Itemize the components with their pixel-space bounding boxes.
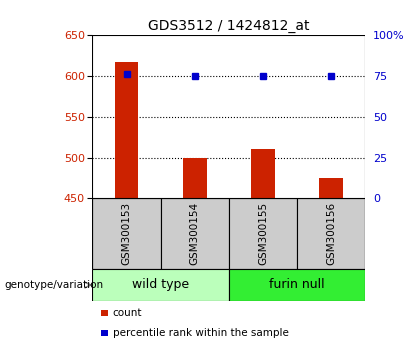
Text: GSM300153: GSM300153: [121, 202, 131, 265]
Text: wild type: wild type: [132, 279, 189, 291]
Text: genotype/variation: genotype/variation: [4, 280, 103, 290]
Bar: [161, 198, 229, 269]
Bar: [92, 198, 161, 269]
Title: GDS3512 / 1424812_at: GDS3512 / 1424812_at: [148, 19, 310, 33]
Text: GSM300155: GSM300155: [258, 202, 268, 265]
Bar: [319, 178, 343, 198]
Text: count: count: [113, 308, 142, 318]
Bar: [183, 158, 207, 198]
Text: furin null: furin null: [269, 279, 325, 291]
Bar: [92, 269, 229, 301]
Text: GSM300154: GSM300154: [190, 202, 200, 265]
Text: GSM300156: GSM300156: [326, 202, 336, 265]
Bar: [229, 198, 297, 269]
Bar: [297, 198, 365, 269]
Bar: [251, 149, 275, 198]
Text: percentile rank within the sample: percentile rank within the sample: [113, 328, 289, 338]
Bar: [229, 269, 365, 301]
Bar: [115, 62, 139, 198]
